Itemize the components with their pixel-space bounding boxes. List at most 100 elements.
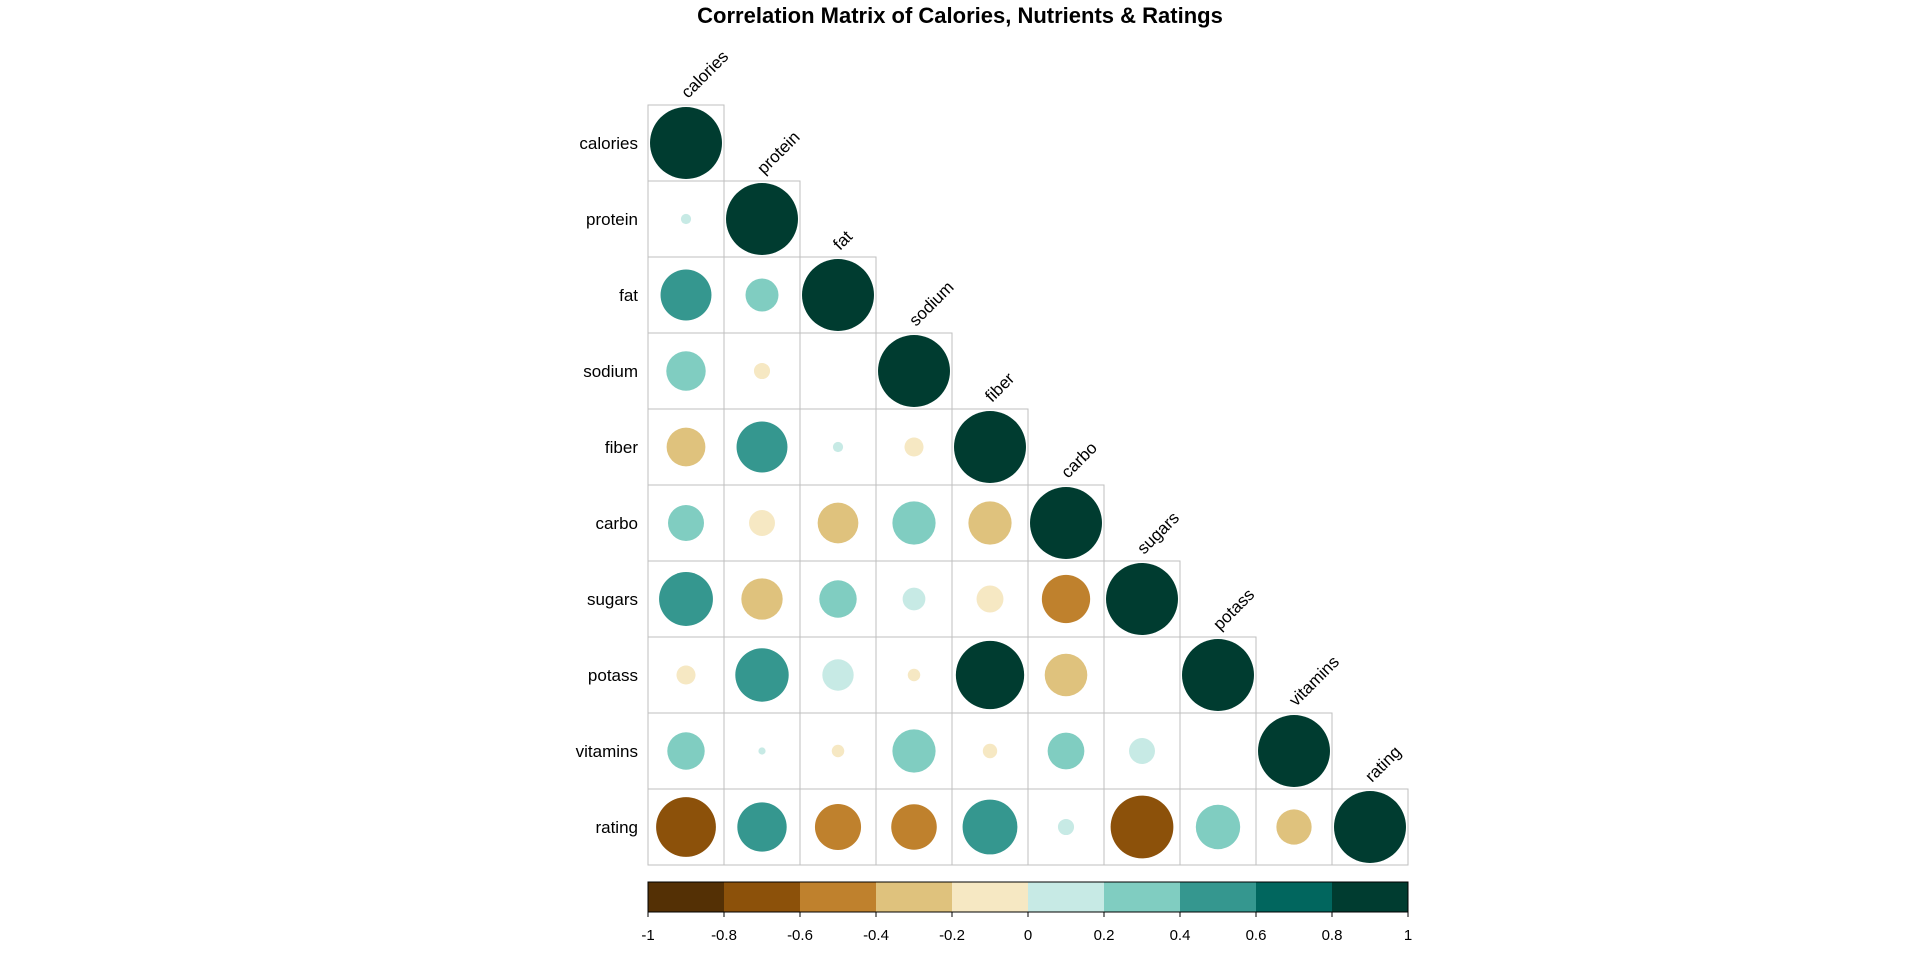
matrix-cell: [1179, 712, 1257, 790]
row-label-vitamins: vitamins: [576, 742, 638, 761]
correlation-circle-carbo-carbo: [1030, 487, 1102, 559]
correlation-circle-sugars-sugars: [1106, 563, 1178, 635]
correlation-circle-protein-protein: [726, 183, 798, 255]
correlation-circle-sodium-sodium: [878, 335, 950, 407]
column-label-rating: rating: [1361, 742, 1405, 786]
correlation-circle-vitamins-calories: [667, 732, 705, 770]
correlation-circle-carbo-calories: [668, 505, 704, 541]
row-label-calories: calories: [579, 134, 638, 153]
correlation-circle-potass-carbo: [1044, 653, 1088, 697]
row-label-rating: rating: [595, 818, 638, 837]
legend-tick-label: -0.6: [787, 927, 813, 944]
legend-tick-label: 1: [1404, 927, 1412, 944]
legend-tick-label: 0.2: [1094, 927, 1115, 944]
column-label-vitamins: vitamins: [1285, 652, 1343, 710]
correlation-circle-fiber-sodium: [904, 437, 924, 457]
row-labels: calories protein fat sodium fiber carbo sugars…: [576, 134, 639, 837]
row-label-fiber: fiber: [605, 438, 638, 457]
legend-tick-label: 0.4: [1170, 927, 1191, 944]
correlation-circle-sugars-calories: [659, 572, 713, 626]
row-label-protein: protein: [586, 210, 638, 229]
legend-tick-label: 0.6: [1246, 927, 1267, 944]
correlation-circle-carbo-protein: [749, 510, 775, 536]
legend-swatch: [1104, 882, 1180, 912]
column-label-sugars: sugars: [1133, 508, 1183, 558]
legend-swatch: [1028, 882, 1104, 912]
correlation-circle-vitamins-sodium: [892, 729, 936, 773]
correlation-circle-potass-fiber: [955, 640, 1025, 710]
correlation-circle-rating-carbo: [1057, 818, 1075, 836]
matrix-cell: [1103, 636, 1181, 714]
correlation-circle-vitamins-vitamins: [1258, 715, 1330, 787]
correlation-circle-rating-sugars: [1110, 795, 1174, 859]
correlation-circle-fiber-calories: [666, 427, 706, 467]
correlation-circle-potass-calories: [676, 665, 696, 685]
correlation-circle-potass-protein: [735, 648, 789, 702]
correlation-circle-potass-potass: [1182, 639, 1254, 711]
legend-swatch: [1180, 882, 1256, 912]
row-label-carbo: carbo: [595, 514, 638, 533]
column-label-fiber: fiber: [981, 369, 1018, 406]
row-label-potass: potass: [588, 666, 638, 685]
column-label-potass: potass: [1209, 585, 1258, 634]
correlation-circle-rating-rating: [1334, 791, 1406, 863]
legend-tick-label: -0.2: [939, 927, 965, 944]
legend-swatch: [648, 882, 724, 912]
correlation-circle-sugars-carbo: [1041, 574, 1091, 624]
correlation-circle-vitamins-fiber: [982, 743, 998, 759]
correlation-circle-fiber-fiber: [954, 411, 1026, 483]
matrix-cell: [799, 712, 877, 790]
column-label-carbo: carbo: [1057, 438, 1101, 482]
legend-tick-label: 0.8: [1322, 927, 1343, 944]
correlation-circle-rating-sodium: [891, 804, 937, 850]
row-label-sugars: sugars: [587, 590, 638, 609]
correlation-circle-rating-calories: [656, 797, 716, 857]
column-label-sodium: sodium: [905, 278, 957, 330]
legend-swatch: [800, 882, 876, 912]
correlation-circle-potass-fat: [822, 659, 854, 691]
legend-tick-label: -1: [641, 927, 654, 944]
matrix-cell: [723, 332, 801, 410]
legend-swatch: [1332, 882, 1408, 912]
column-label-protein: protein: [753, 128, 803, 178]
row-label-sodium: sodium: [583, 362, 638, 381]
correlation-circle-sugars-sodium: [902, 587, 926, 611]
legend-swatch: [1256, 882, 1332, 912]
correlation-circle-sodium-calories: [666, 351, 706, 391]
correlation-circle-protein-calories: [680, 213, 692, 225]
legend-swatch: [876, 882, 952, 912]
correlation-circles: [650, 107, 1406, 863]
matrix-cell: [799, 332, 877, 410]
correlation-circle-sugars-fiber: [976, 585, 1004, 613]
correlation-circle-fiber-protein: [736, 421, 788, 473]
chart-title: Correlation Matrix of Calories, Nutrient…: [697, 3, 1223, 28]
correlation-circle-fiber-fat: [832, 441, 844, 453]
correlation-circle-vitamins-fat: [831, 744, 845, 758]
correlation-circle-fat-protein: [745, 278, 779, 312]
legend-swatch: [724, 882, 800, 912]
correlation-circle-rating-fiber: [962, 799, 1018, 855]
correlation-circle-sugars-fat: [819, 580, 857, 618]
row-label-fat: fat: [619, 286, 638, 305]
matrix-cell: [875, 408, 953, 486]
column-label-calories: calories: [677, 47, 732, 102]
correlation-circle-carbo-fiber: [968, 501, 1012, 545]
correlation-circle-rating-fat: [814, 803, 862, 851]
column-label-fat: fat: [829, 227, 856, 254]
correlation-circle-carbo-sodium: [892, 501, 936, 545]
correlation-circle-calories-calories: [650, 107, 722, 179]
correlation-circle-vitamins-protein: [758, 747, 766, 755]
correlation-circle-fat-fat: [802, 259, 874, 331]
correlation-circle-carbo-fat: [817, 502, 859, 544]
legend-tick-label: -0.8: [711, 927, 737, 944]
correlation-circle-rating-protein: [737, 802, 787, 852]
color-legend: -1 -0.8 -0.6 -0.4 -0.2 0 0.2 0.4 0.6 0.8 1: [641, 881, 1412, 944]
correlation-circle-vitamins-sugars: [1129, 738, 1155, 764]
legend-tick-label: -0.4: [863, 927, 889, 944]
correlation-circle-vitamins-carbo: [1047, 732, 1085, 770]
legend-swatch: [952, 882, 1028, 912]
correlation-circle-potass-sodium: [907, 668, 921, 682]
correlation-circle-rating-vitamins: [1276, 809, 1312, 845]
correlation-circle-fat-calories: [660, 269, 712, 321]
